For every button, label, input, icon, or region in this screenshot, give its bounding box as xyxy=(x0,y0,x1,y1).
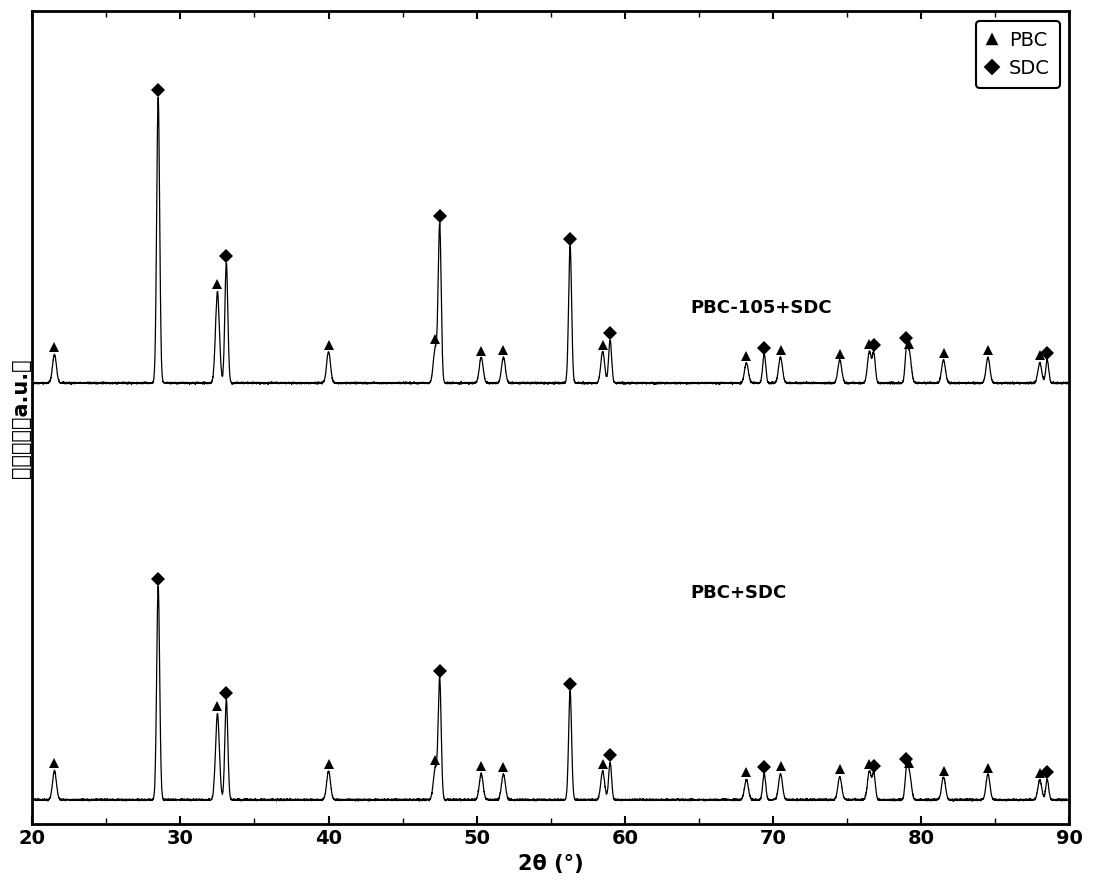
X-axis label: 2θ (°): 2θ (°) xyxy=(519,854,584,873)
Text: PBC+SDC: PBC+SDC xyxy=(691,584,787,602)
Legend: PBC, SDC: PBC, SDC xyxy=(976,21,1060,88)
Text: PBC-105+SDC: PBC-105+SDC xyxy=(691,299,833,317)
Y-axis label: 相对强度（a.u.）: 相对强度（a.u.） xyxy=(11,358,31,478)
